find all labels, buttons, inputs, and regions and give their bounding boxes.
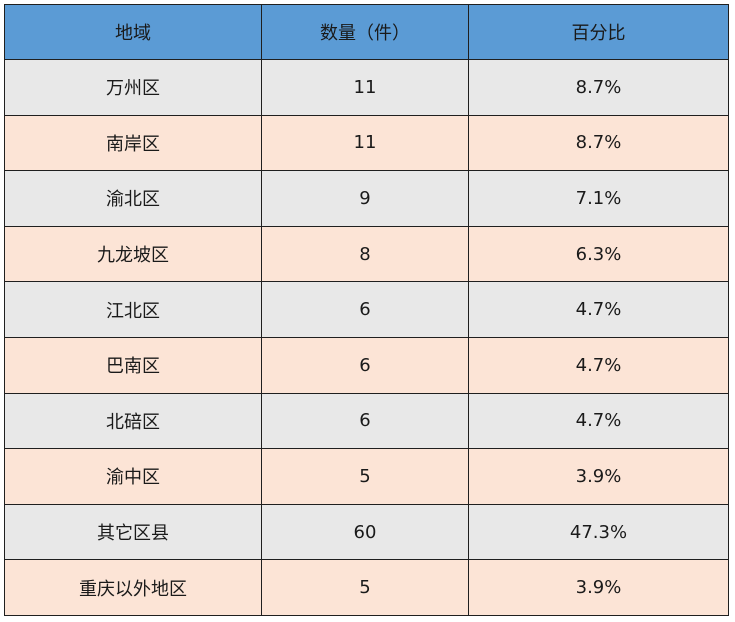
data-table-container: 地域 数量（件） 百分比 万州区 11 8.7% 南岸区 11 8.7% 渝北区 9 7.1% 九… [4,4,729,616]
table-header: 地域 数量（件） 百分比 [4,4,729,60]
table-row: 渝北区 9 7.1% [4,170,729,227]
cell-region: 北碚区 [4,392,262,450]
cell-count: 6 [261,336,469,394]
cell-count: 60 [261,503,469,561]
cell-region: 万州区 [4,59,262,116]
cell-percent: 8.7% [468,59,729,116]
cell-region: 渝北区 [4,170,262,227]
region-stats-table: 地域 数量（件） 百分比 万州区 11 8.7% 南岸区 11 8.7% 渝北区 9 7.1% 九… [4,4,729,616]
table-row: 巴南区 6 4.7% [4,336,729,394]
table-row: 南岸区 11 8.7% [4,114,729,172]
cell-count: 5 [261,448,469,505]
cell-region: 其它区县 [4,503,262,561]
cell-region: 渝中区 [4,448,262,505]
cell-count: 9 [261,170,469,227]
cell-percent: 7.1% [468,170,729,227]
cell-count: 11 [261,114,469,172]
cell-region: 九龙坡区 [4,225,262,283]
cell-count: 6 [261,281,469,338]
table-body: 万州区 11 8.7% 南岸区 11 8.7% 渝北区 9 7.1% 九龙坡区 8 6.3% 江北区 6 4… [4,59,729,616]
table-row: 江北区 6 4.7% [4,281,729,338]
header-region: 地域 [4,4,262,60]
table-row: 其它区县 60 47.3% [4,503,729,561]
cell-region: 巴南区 [4,336,262,394]
cell-percent: 6.3% [468,225,729,283]
cell-region: 重庆以外地区 [4,559,262,616]
cell-count: 5 [261,559,469,616]
cell-count: 6 [261,392,469,450]
table-row: 北碚区 6 4.7% [4,392,729,450]
table-row: 渝中区 5 3.9% [4,448,729,505]
header-row: 地域 数量（件） 百分比 [4,4,729,60]
cell-region: 江北区 [4,281,262,338]
table-row: 九龙坡区 8 6.3% [4,225,729,283]
cell-percent: 3.9% [468,448,729,505]
header-percent: 百分比 [468,4,729,60]
table-row: 万州区 11 8.7% [4,59,729,116]
header-count: 数量（件） [261,4,469,60]
cell-count: 8 [261,225,469,283]
cell-percent: 47.3% [468,503,729,561]
cell-percent: 4.7% [468,392,729,450]
cell-count: 11 [261,59,469,116]
cell-percent: 3.9% [468,559,729,616]
cell-percent: 4.7% [468,336,729,394]
table-row: 重庆以外地区 5 3.9% [4,559,729,616]
cell-region: 南岸区 [4,114,262,172]
cell-percent: 8.7% [468,114,729,172]
cell-percent: 4.7% [468,281,729,338]
